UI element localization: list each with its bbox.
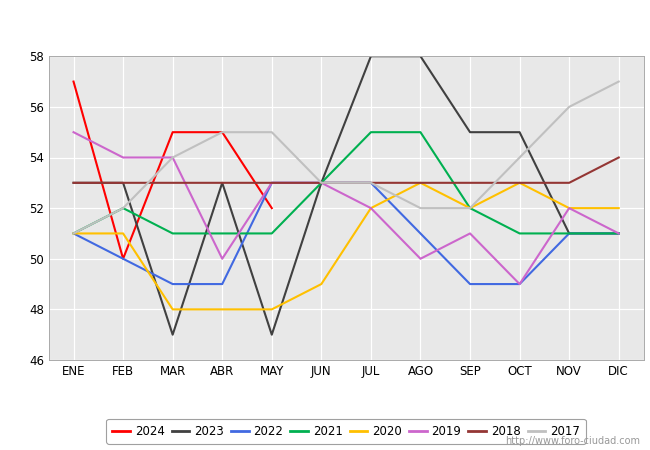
Text: Afiliados en Vilaverd a 31/5/2024: Afiliados en Vilaverd a 31/5/2024 bbox=[170, 14, 480, 33]
Legend: 2024, 2023, 2022, 2021, 2020, 2019, 2018, 2017: 2024, 2023, 2022, 2021, 2020, 2019, 2018… bbox=[107, 419, 586, 444]
Text: http://www.foro-ciudad.com: http://www.foro-ciudad.com bbox=[505, 436, 640, 446]
